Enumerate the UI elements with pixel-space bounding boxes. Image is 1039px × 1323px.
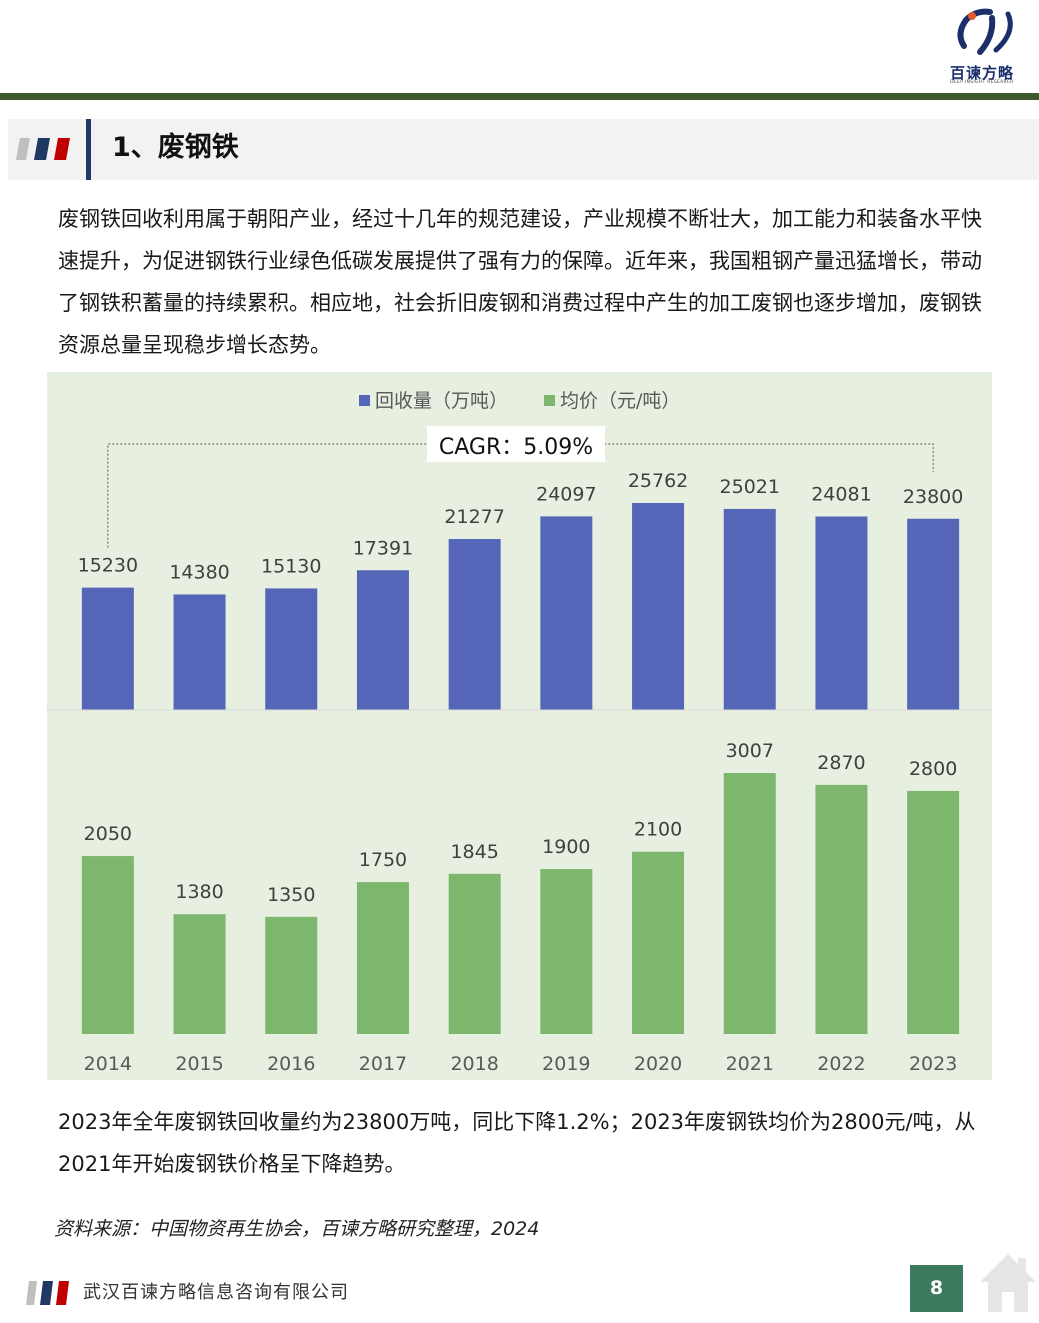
section-title: 1、废钢铁 xyxy=(112,132,239,163)
data-label-recovery-2019: 24097 xyxy=(536,483,596,505)
page-number: 8 xyxy=(910,1265,963,1312)
bar-recovery-2018 xyxy=(448,539,501,710)
data-label-price-2018: 1845 xyxy=(450,841,498,863)
data-label-price-2016: 1350 xyxy=(267,884,315,906)
data-label-recovery-2022: 24081 xyxy=(811,484,871,506)
bar-recovery-2016 xyxy=(265,588,318,710)
x-tick-label-2017: 2017 xyxy=(359,1053,407,1075)
legend-label-price: 均价（元/吨） xyxy=(560,390,680,412)
data-label-price-2017: 1750 xyxy=(359,849,407,871)
bar-price-2021 xyxy=(723,773,776,1034)
section-header-band xyxy=(8,119,1039,180)
cagr-label: CAGR：5.09% xyxy=(439,435,593,460)
data-label-recovery-2020: 25762 xyxy=(628,470,688,492)
bar-price-2019 xyxy=(540,869,593,1034)
data-label-price-2020: 2100 xyxy=(634,819,682,841)
data-label-price-2021: 3007 xyxy=(726,740,774,762)
bar-price-2014 xyxy=(81,856,134,1034)
x-tick-label-2016: 2016 xyxy=(267,1053,315,1075)
data-label-recovery-2015: 14380 xyxy=(169,561,229,583)
section-divider xyxy=(86,119,91,180)
source-note: 资料来源：中国物资再生协会，百谏方略研究整理，2024 xyxy=(54,1218,540,1240)
x-tick-label-2020: 2020 xyxy=(634,1053,682,1075)
bar-recovery-2021 xyxy=(723,508,776,710)
x-tick-label-2021: 2021 xyxy=(726,1053,774,1075)
intro-paragraph: 废钢铁回收利用属于朝阳产业，经过十几年的规范建设，产业规模不断壮大，加工能力和装… xyxy=(58,207,982,357)
bar-recovery-2015 xyxy=(173,594,226,710)
summary-paragraph: 2023年全年废钢铁回收量约为23800万吨，同比下降1.2%；2023年废钢铁… xyxy=(58,1110,976,1176)
home-icon[interactable] xyxy=(978,1252,1038,1314)
data-label-price-2023: 2800 xyxy=(909,758,957,780)
bar-price-2023 xyxy=(907,790,960,1034)
data-label-price-2015: 1380 xyxy=(175,881,223,903)
footer-company: 武汉百谏方略信息咨询有限公司 xyxy=(83,1282,349,1303)
brand-logo: 百谏方略 DEEP INSIGHT RESEARCH xyxy=(942,6,1022,88)
bar-price-2022 xyxy=(815,784,868,1034)
bar-price-2020 xyxy=(632,851,685,1034)
legend-label-recovery: 回收量（万吨） xyxy=(375,390,508,412)
bar-recovery-2019 xyxy=(540,516,593,710)
x-tick-label-2018: 2018 xyxy=(450,1053,498,1075)
x-tick-label-2022: 2022 xyxy=(817,1053,865,1075)
data-label-recovery-2016: 15130 xyxy=(261,555,321,577)
bar-price-2016 xyxy=(265,916,318,1034)
data-label-recovery-2021: 25021 xyxy=(720,476,780,498)
data-label-recovery-2017: 17391 xyxy=(353,537,413,559)
brand-logo-icon xyxy=(957,8,1013,55)
x-tick-label-2023: 2023 xyxy=(909,1053,957,1075)
header-green-bar xyxy=(0,93,1039,100)
x-tick-label-2015: 2015 xyxy=(175,1053,223,1075)
scrap-steel-chart: 回收量（万吨） 均价（元/吨） 15230 14380 15130 17391 21277 2… xyxy=(47,372,992,1080)
bar-price-2017 xyxy=(356,882,409,1034)
data-label-price-2014: 2050 xyxy=(84,823,132,845)
bar-price-2015 xyxy=(173,914,226,1034)
bar-recovery-2022 xyxy=(815,516,868,710)
x-tick-label-2019: 2019 xyxy=(542,1053,590,1075)
data-label-recovery-2023: 23800 xyxy=(903,486,963,508)
data-label-recovery-2018: 21277 xyxy=(444,506,504,528)
brand-subtitle: DEEP INSIGHT RESEARCH xyxy=(950,80,1014,85)
cagr-label-box xyxy=(427,426,605,462)
brand-name: 百谏方略 xyxy=(949,64,1014,82)
data-label-price-2019: 1900 xyxy=(542,836,590,858)
x-tick-label-2014: 2014 xyxy=(84,1053,132,1075)
data-label-price-2022: 2870 xyxy=(817,752,865,774)
bar-recovery-2014 xyxy=(81,587,134,710)
footer-stripes-icon xyxy=(26,1281,69,1305)
bar-recovery-2020 xyxy=(632,503,685,710)
legend-swatch-recovery xyxy=(359,395,370,406)
legend-swatch-price xyxy=(544,395,555,406)
bar-recovery-2017 xyxy=(356,570,409,710)
stripes-icon xyxy=(16,138,70,160)
bar-price-2018 xyxy=(448,873,501,1034)
data-label-recovery-2014: 15230 xyxy=(78,555,138,577)
bar-recovery-2023 xyxy=(907,518,960,710)
